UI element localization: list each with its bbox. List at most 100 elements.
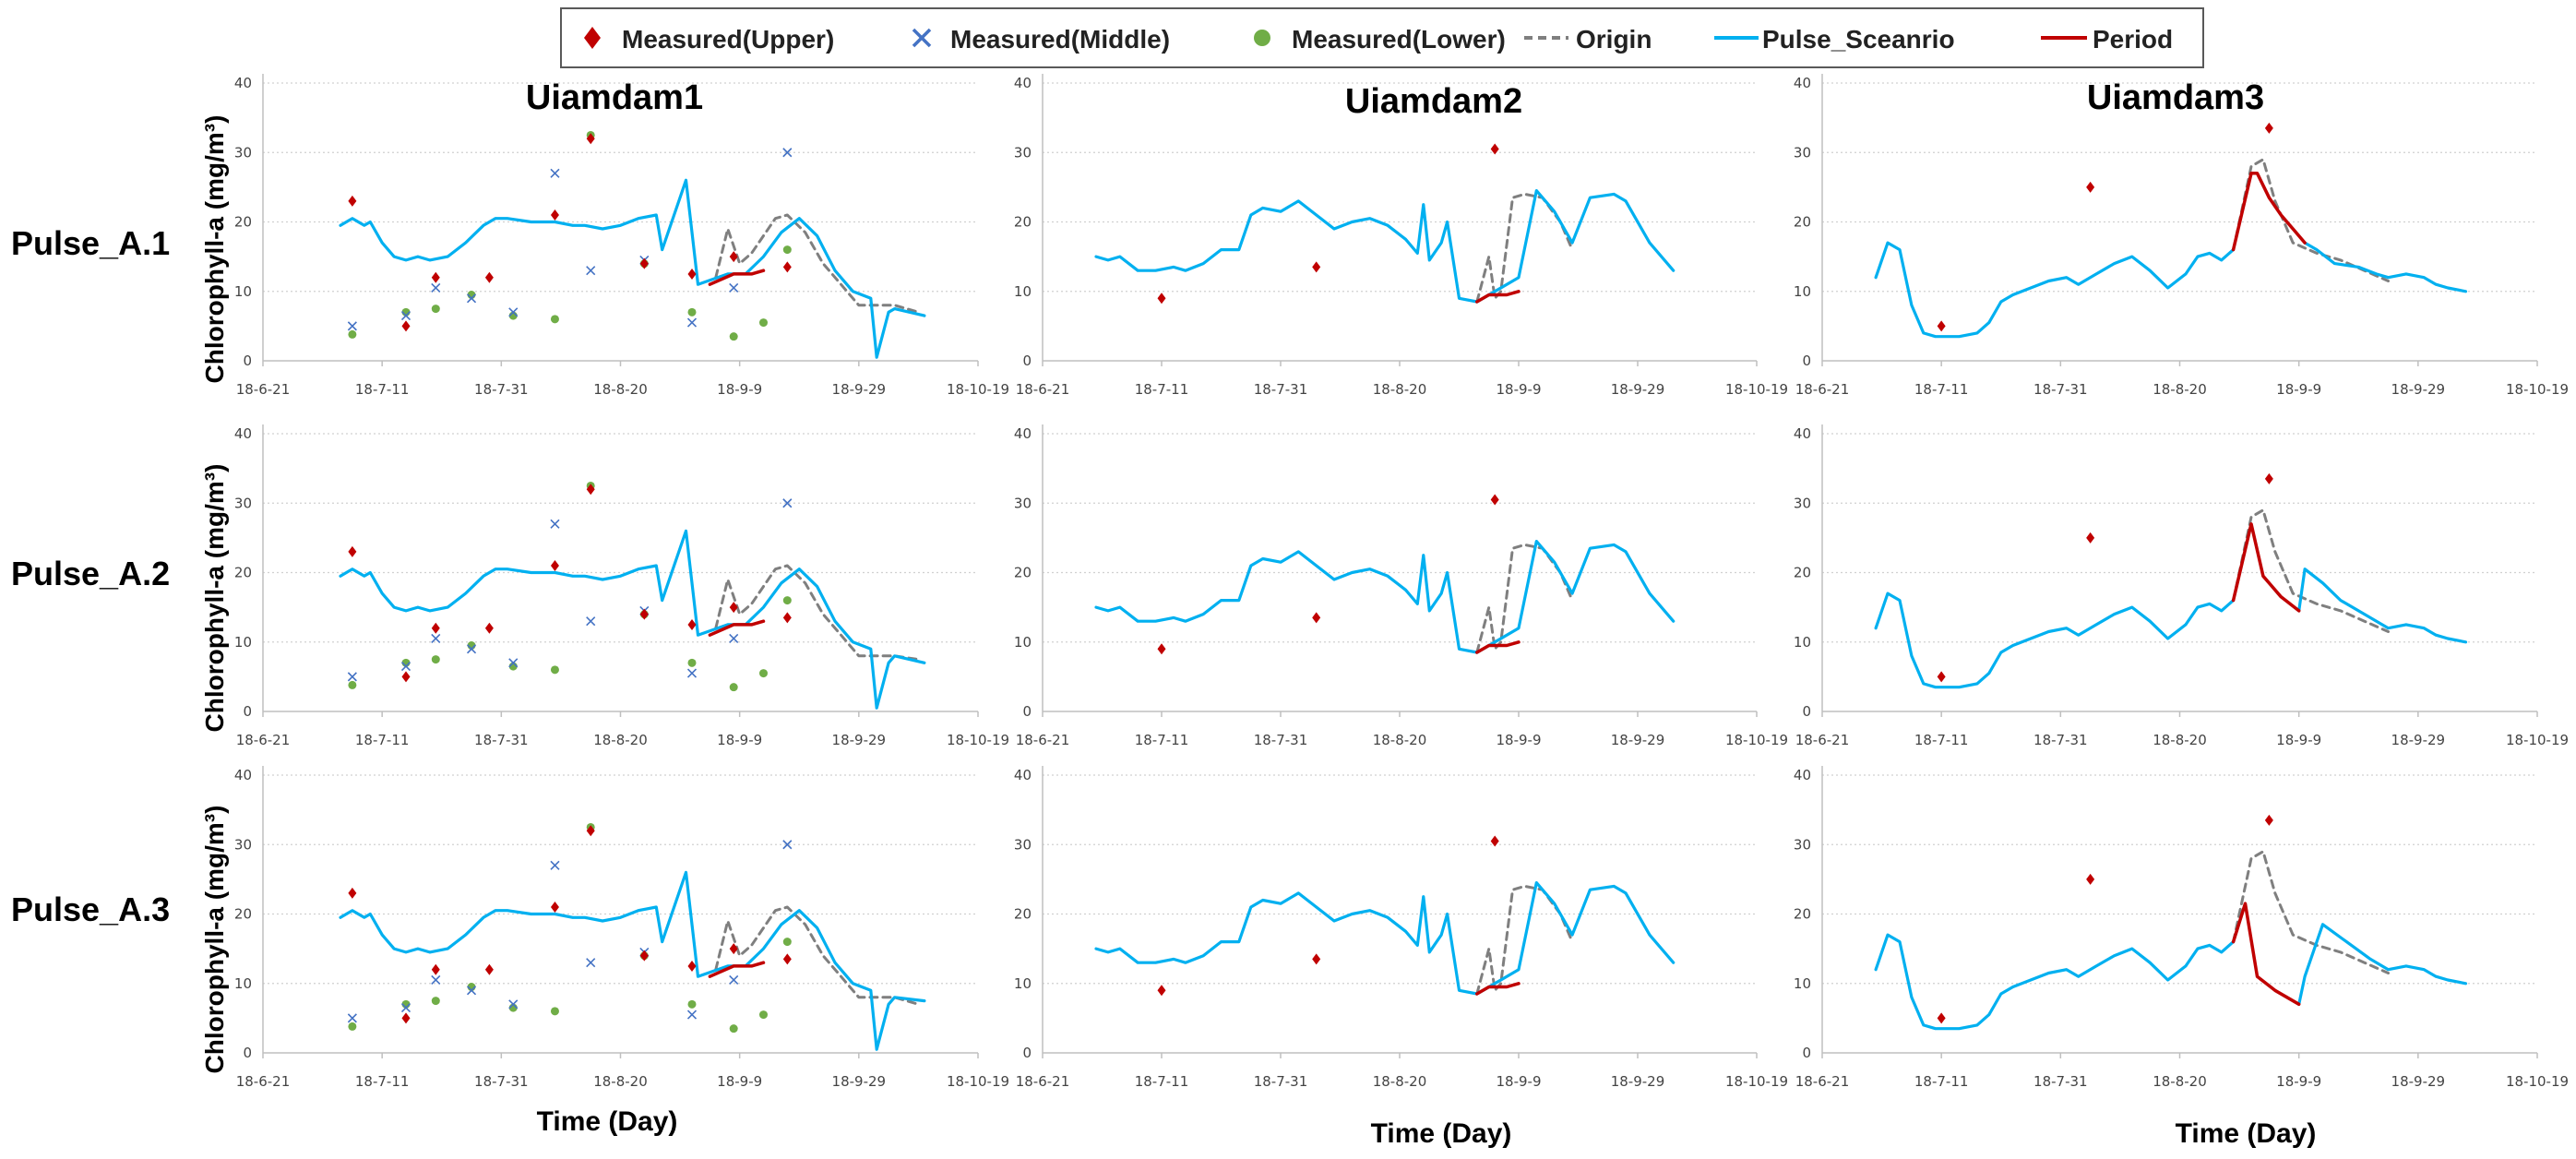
measured-upper-point: [1490, 494, 1499, 506]
measured-lower-point: [782, 938, 792, 947]
x-axis-label-col1: Time (Day): [537, 1106, 678, 1137]
x-tick-label: 18-7-11: [1135, 732, 1189, 748]
measured-lower-point: [431, 305, 440, 314]
measured-upper-point: [550, 209, 559, 221]
x-tick-label: 18-9-29: [832, 381, 887, 398]
period-series-line: [708, 269, 766, 286]
measured-upper-point: [586, 825, 595, 837]
measured-middle-stroke: [550, 519, 560, 529]
origin-series-line: [1475, 884, 1574, 996]
measured-middle-stroke: [400, 1003, 411, 1013]
period-series-line: [1475, 982, 1521, 996]
panel-uiamdam1-pulse-a-2: 0 10 20 30 40 18-6-21 18-7-11 18-7-31 18-8-20 18-…: [234, 424, 1009, 748]
measured-middle-point: [586, 266, 596, 276]
measured-lower-point: [782, 596, 792, 605]
y-tick-label: 20: [1014, 906, 1032, 923]
y-tick-label: 20: [1794, 214, 1811, 231]
scenario-series-line: [339, 870, 926, 1051]
scenario-series-line: [1874, 241, 2236, 339]
x-tick-label: 18-10-19: [947, 381, 1009, 398]
measured-middle-stroke: [729, 633, 739, 644]
y-tick-label: 30: [234, 144, 252, 161]
x-tick-label: 18-6-21: [236, 732, 291, 748]
chart-panels: 0 10 20 30 40 18-6-21 18-7-11 18-7-31 18-8-20 18-…: [234, 74, 2569, 1090]
measured-middle-stroke: [466, 293, 477, 304]
x-tick-label: 18-8-20: [593, 381, 648, 398]
measured-upper-point: [431, 963, 440, 975]
x-tick-label: 18-9-29: [2391, 1073, 2446, 1090]
measured-upper-point: [2086, 532, 2095, 544]
measured-lower-point: [729, 1024, 738, 1034]
measured-upper-point: [729, 251, 738, 263]
measured-upper-point: [782, 261, 792, 273]
measured-middle-point: [729, 633, 739, 644]
legend-label-period: Period: [2093, 25, 2173, 54]
measured-upper-point: [586, 484, 595, 496]
period-series-line: [708, 619, 766, 637]
measured-middle-point: [686, 317, 698, 328]
measured-middle-point: [729, 282, 739, 293]
measured-upper-point: [484, 271, 494, 283]
y-tick-label: 0: [1022, 352, 1032, 369]
y-tick-label: 40: [1794, 75, 1811, 91]
measured-upper-point: [1157, 643, 1166, 655]
row-label-pulse-a1: Pulse_A.1: [11, 224, 170, 262]
x-tick-label: 18-8-20: [593, 732, 648, 748]
panel-uiamdam2-pulse-a-1: 0 10 20 30 40 18-6-21 18-7-11 18-7-31 18-8-20 18-…: [1014, 74, 1788, 398]
x-tick-label: 18-7-11: [355, 732, 410, 748]
measured-upper-point: [2264, 472, 2273, 484]
x-tick-label: 18-7-31: [474, 381, 529, 398]
measured-upper-point: [1490, 143, 1499, 155]
measured-upper-point: [639, 257, 649, 269]
scenario-series-line: [339, 178, 926, 359]
measured-lower-point: [550, 1007, 559, 1016]
y-tick-label: 20: [234, 906, 252, 923]
y-tick-label: 30: [1794, 836, 1811, 853]
x-tick-label: 18-9-9: [1497, 732, 1542, 748]
measured-lower-point: [348, 1022, 357, 1031]
x-tick-label: 18-7-31: [1254, 381, 1308, 398]
x-tick-label: 18-8-20: [2153, 732, 2207, 748]
y-tick-label: 10: [1794, 975, 1811, 992]
y-tick-label: 30: [1014, 836, 1032, 853]
x-tick-label: 18-10-19: [1725, 381, 1788, 398]
column-title-uiamdam1: Uiamdam1: [526, 78, 703, 117]
origin-series-line: [2232, 508, 2390, 633]
scenario-series-line: [1874, 933, 2236, 1031]
measured-middle-stroke: [508, 658, 519, 668]
y-tick-label: 40: [234, 75, 252, 91]
x-tick-label: 18-8-20: [1373, 381, 1427, 398]
measured-middle-stroke: [400, 662, 411, 672]
measured-upper-point: [401, 1012, 411, 1024]
period-series-line: [1475, 640, 1521, 654]
x-tick-label: 18-7-31: [2033, 732, 2088, 748]
origin-series-line: [714, 905, 920, 1006]
origin-series-line: [2232, 158, 2390, 282]
measured-upper-point: [1312, 612, 1321, 624]
y-tick-label: 40: [234, 425, 252, 442]
x-tick-label: 18-9-9: [1497, 1073, 1542, 1090]
x-tick-label: 18-8-20: [2153, 381, 2207, 398]
x-tick-label: 18-9-9: [717, 381, 762, 398]
origin-series-line: [2232, 850, 2390, 974]
measured-upper-point: [550, 901, 559, 913]
x-tick-label: 18-6-21: [1016, 381, 1070, 398]
y-tick-label: 0: [1802, 352, 1811, 369]
x-tick-label: 18-6-21: [236, 1073, 291, 1090]
measured-upper-point: [484, 963, 494, 975]
measured-upper-point: [2086, 181, 2095, 193]
measured-middle-point: [431, 974, 441, 986]
x-tick-label: 18-10-19: [947, 1073, 1009, 1090]
measured-middle-point: [550, 168, 560, 178]
y-tick-label: 40: [234, 767, 252, 783]
measured-upper-point: [1937, 320, 1946, 332]
measured-middle-point: [466, 986, 477, 996]
measured-middle-stroke: [431, 282, 441, 293]
x-tick-label: 18-9-29: [832, 732, 887, 748]
measured-upper-point: [639, 608, 649, 620]
x-tick-label: 18-10-19: [1725, 732, 1788, 748]
measured-middle-stroke: [347, 672, 357, 682]
measured-upper-point: [401, 320, 411, 332]
measured-upper-point: [2086, 873, 2095, 885]
panel-uiamdam3-pulse-a-1: 0 10 20 30 40 18-6-21 18-7-11 18-7-31 18-8-20 18-…: [1794, 74, 2569, 398]
